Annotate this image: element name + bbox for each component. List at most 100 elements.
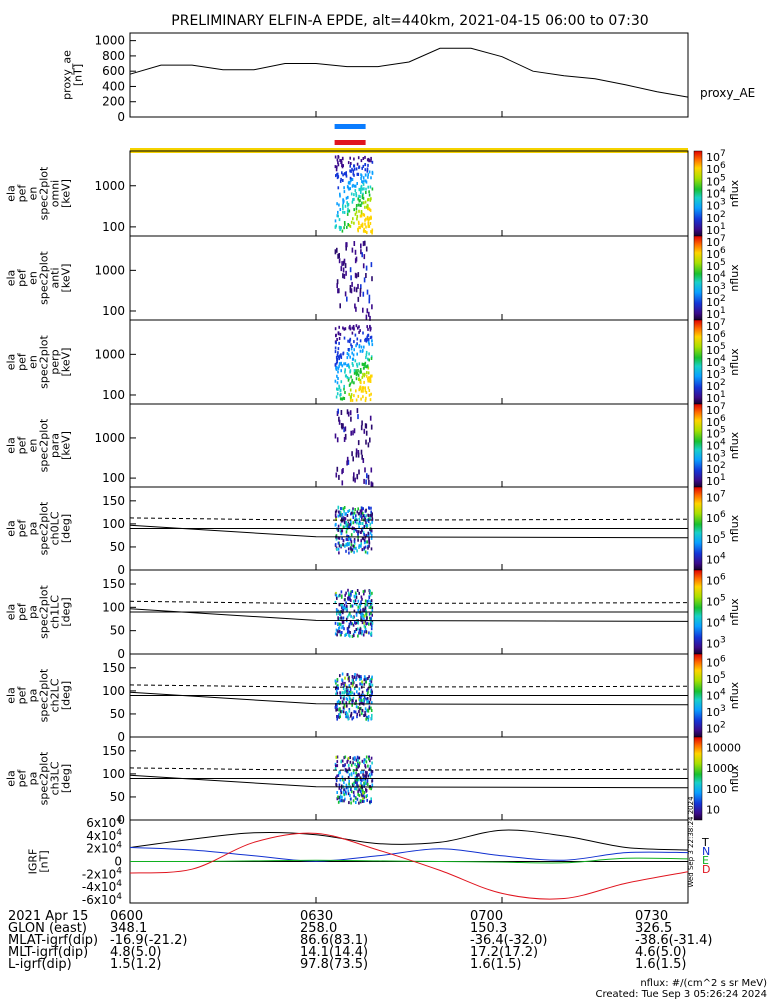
ela_pef_en_spec2plot_omni-cell — [348, 223, 351, 227]
ela_pef_en_spec2plot_omni-cell — [366, 167, 369, 171]
ela_pef_pa_spec2plot_ch0LC-cell — [347, 547, 350, 551]
ela_pef_en_spec2plot_omni-colorbar-tick-exp: 3 — [720, 198, 726, 208]
ela_pef_pa_spec2plot_ch0LC-cell — [367, 513, 369, 517]
ela_pef_pa_spec2plot_ch1LC-cell — [349, 620, 352, 624]
ela_pef_pa_spec2plot_ch0LC-cell — [358, 544, 360, 548]
ela_pef_en_spec2plot_perp-cell — [367, 366, 370, 370]
ela_pef_pa_spec2plot_ch2LC-cell — [366, 677, 368, 681]
ela_pef_en_spec2plot_omni-cell — [369, 198, 372, 202]
ela_pef_pa_spec2plot_ch1LC-anti-loss-cone-line — [129, 600, 689, 605]
ela_pef_en_spec2plot_para-cell — [338, 474, 340, 480]
ela_pef_pa_spec2plot_ch1LC-cell — [355, 613, 358, 617]
ela_pef_en_spec2plot_perp-cell — [351, 351, 353, 355]
ela_pef_en_spec2plot_para-cell — [351, 451, 353, 457]
ela_pef_en_spec2plot_perp-cell — [336, 338, 338, 341]
ela_pef_en_spec2plot_para-cell — [349, 410, 352, 416]
ela_pef_en_spec2plot_anti-cell — [359, 288, 362, 293]
ela_pef_en_spec2plot_anti-ylabel-line-4: anti — [49, 267, 62, 288]
ela_pef_pa_spec2plot_ch2LC-cell — [341, 709, 343, 713]
ela_pef_pa_spec2plot_ch3LC-cell — [365, 775, 367, 778]
ela_pef_en_spec2plot_para-cell — [353, 472, 355, 478]
ela_pef_pa_spec2plot_ch2LC-cell — [344, 676, 346, 680]
ela_pef_pa_spec2plot_ch1LC-cell — [354, 621, 356, 624]
ela_pef_en_spec2plot_omni-cell — [367, 163, 369, 167]
ela_pef_en_spec2plot_perp-cell — [366, 335, 368, 339]
ela_pef_en_spec2plot_para-cell — [337, 408, 339, 414]
ela_pef_en_spec2plot_perp-cell — [358, 325, 360, 329]
ela_pef_en_spec2plot_para-cell — [365, 430, 368, 436]
ela_pef_pa_spec2plot_ch2LC-cell — [342, 681, 344, 685]
ela_pef_en_spec2plot_omni-cell — [368, 170, 371, 174]
ela_pef_en_spec2plot_omni-cell — [360, 177, 362, 180]
ela_pef_en_spec2plot_omni-cell — [341, 156, 344, 160]
ela_pef_en_spec2plot_perp-cell — [335, 395, 338, 399]
ela_pef_pa_spec2plot_ch2LC-cell — [347, 688, 349, 692]
ela_pef_en_spec2plot_perp-cell — [351, 398, 354, 402]
ela_pef_pa_spec2plot_ch0LC-cell — [337, 541, 340, 545]
ela_pef_en_spec2plot_anti-cell — [355, 256, 358, 262]
ela_pef_pa_spec2plot_ch0LC-cell — [350, 512, 352, 516]
ela_pef_pa_spec2plot_ch1LC-cell — [369, 603, 372, 607]
igrf-legend-N: N — [702, 845, 710, 858]
ela_pef_en_spec2plot_omni-ylabel-line-3: spec2plot — [38, 166, 51, 220]
ela_pef_en_spec2plot_para-colorbar-tick-exp: 3 — [720, 449, 726, 459]
ela_pef_en_spec2plot_omni-cell — [336, 172, 338, 176]
ela_pef_pa_spec2plot_ch1LC-colorbar-tick: 106 — [706, 573, 726, 588]
ela_pef_pa_spec2plot_ch2LC-cell — [363, 678, 366, 682]
ela_pef_pa_spec2plot_ch2LC-cell — [341, 700, 344, 704]
ela_pef_pa_spec2plot_ch2LC-cell — [363, 714, 365, 717]
ela_pef_en_spec2plot_omni-cell — [371, 170, 374, 174]
ela_pef_pa_spec2plot_ch2LC-cell — [344, 683, 347, 687]
ela_pef_en_spec2plot_omni-cell — [358, 226, 360, 229]
ela_pef_pa_spec2plot_ch3LC-cell — [352, 769, 355, 772]
ela_pef_pa_spec2plot_ch3LC-ytick-label: 0 — [117, 813, 125, 827]
ela_pef_pa_spec2plot_ch0LC-cell — [336, 547, 338, 551]
ela_pef_pa_spec2plot_ch2LC-cell — [366, 697, 369, 700]
ela_pef_en_spec2plot_perp-cell — [343, 336, 346, 340]
ela_pef_pa_spec2plot_ch1LC-cell — [350, 622, 353, 626]
ela_pef_pa_spec2plot_ch0LC-cell — [335, 522, 337, 526]
ela_pef_en_spec2plot_perp-cell — [368, 389, 371, 392]
ela_pef_pa_spec2plot_ch2LC-cell — [363, 682, 366, 686]
ela_pef_pa_spec2plot_ch1LC-cell — [343, 627, 345, 631]
ela_pef_en_spec2plot_omni-cell — [364, 218, 366, 222]
ela_pef_pa_spec2plot_ch2LC-ylabel-line-3: spec2plot — [38, 668, 51, 722]
ela_pef_en_spec2plot_omni-cell — [350, 169, 352, 173]
ela_pef_pa_spec2plot_ch3LC-cell — [363, 799, 365, 803]
igrf-side-note: Wed Sep 3 22:38:24 2024 — [687, 796, 695, 888]
ela_pef_en_spec2plot_anti-cell — [337, 288, 339, 294]
proxy-ae-ytick-label: 600 — [102, 64, 125, 78]
ela_pef_pa_spec2plot_ch1LC-cell — [365, 603, 368, 607]
ela_pef_pa_spec2plot_ch0LC-cell — [352, 507, 354, 511]
ela_pef_pa_spec2plot_ch2LC-cell — [355, 705, 358, 709]
ela_pef_pa_spec2plot_ch2LC-cell — [346, 689, 348, 693]
ela_pef_pa_spec2plot_ch1LC-colorbar-tick-exp: 5 — [720, 594, 726, 604]
ephemeris-value: 86.6(83.1) — [300, 933, 369, 948]
ela_pef_pa_spec2plot_ch1LC-cell — [364, 608, 366, 612]
ela_pef_pa_spec2plot_ch0LC-cell — [358, 546, 360, 549]
ela_pef_en_spec2plot_omni-cell — [347, 161, 350, 165]
ela_pef_pa_spec2plot_ch0LC-cell — [350, 540, 353, 544]
ela_pef_en_spec2plot_perp-cell — [364, 337, 367, 341]
ela_pef_pa_spec2plot_ch0LC-cell — [337, 514, 340, 518]
ela_pef_pa_spec2plot_ch3LC-cell — [359, 799, 362, 803]
ela_pef_en_spec2plot_omni-cell — [343, 211, 346, 214]
ela_pef_en_spec2plot_perp-cell — [363, 366, 365, 370]
igrf-legend-T: T — [701, 836, 709, 849]
ela_pef_pa_spec2plot_ch1LC-cell — [347, 626, 349, 630]
ela_pef_pa_spec2plot_ch1LC-cell — [349, 596, 351, 600]
ela_pef_pa_spec2plot_ch3LC-cell — [345, 769, 348, 773]
ela_pef_pa_spec2plot_ch2LC-cell — [369, 679, 371, 683]
ela_pef_pa_spec2plot_ch3LC-cell — [341, 795, 343, 799]
ela_pef_pa_spec2plot_ch0LC-cell — [358, 521, 361, 525]
ela_pef_pa_spec2plot_ch0LC-ytick-label: 0 — [117, 563, 125, 577]
ela_pef_en_spec2plot_omni-cell — [354, 184, 357, 188]
ela_pef_en_spec2plot_omni-cell — [356, 182, 358, 185]
ela_pef_pa_spec2plot_ch2LC-cell — [348, 684, 351, 688]
ela_pef_pa_spec2plot_ch0LC-cell — [362, 537, 365, 541]
igrf-series-D — [129, 832, 689, 900]
ela_pef_en_spec2plot_anti-cell — [366, 289, 369, 295]
ela_pef_en_spec2plot_omni-cell — [360, 159, 363, 163]
ela_pef_en_spec2plot_omni-cell — [344, 222, 346, 226]
ela_pef_en_spec2plot_omni-cell — [369, 185, 372, 189]
